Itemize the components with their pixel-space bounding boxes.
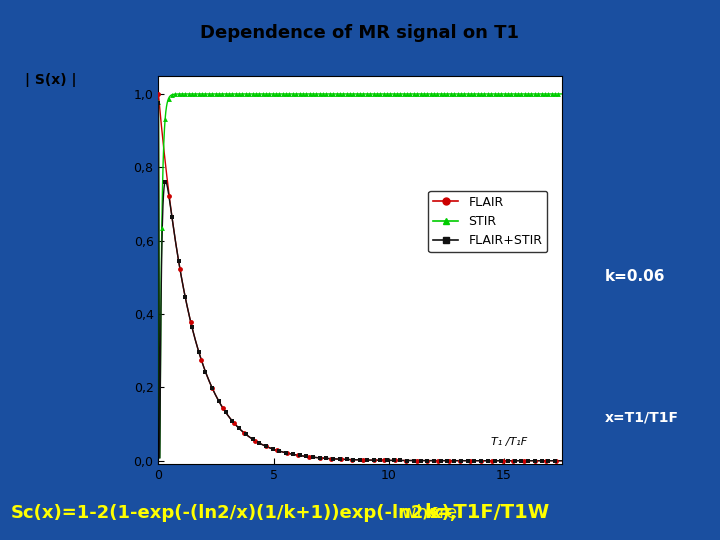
Legend: FLAIR, STIR, FLAIR+STIR: FLAIR, STIR, FLAIR+STIR [428,191,547,252]
Text: where: where [396,504,463,522]
Text: Sc(x)=1-2(1-exp(-(ln2/x)(1/k+1))exp(-ln2/x),: Sc(x)=1-2(1-exp(-(ln2/x)(1/k+1))exp(-ln2… [11,504,457,522]
Text: Dependence of MR signal on T1: Dependence of MR signal on T1 [200,24,520,42]
Text: T₁ /T₁F: T₁ /T₁F [491,437,527,447]
Text: x=T1/T1F: x=T1/T1F [605,410,679,424]
Text: | S(x) |: | S(x) | [25,73,77,87]
Text: k=0.06: k=0.06 [605,269,665,284]
Text: k=T1F/T1W: k=T1F/T1W [425,503,550,522]
